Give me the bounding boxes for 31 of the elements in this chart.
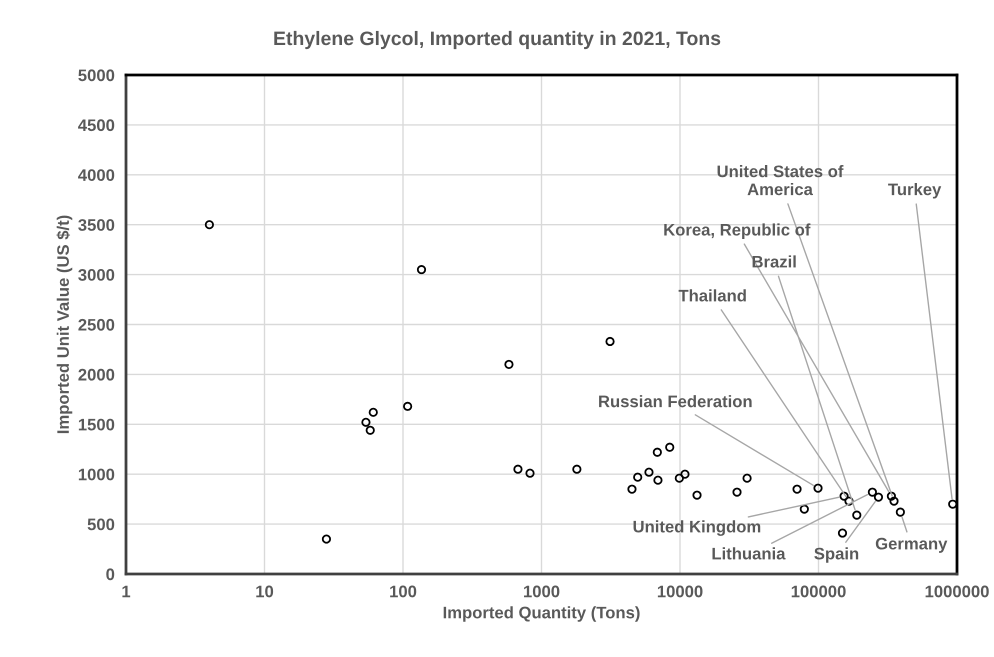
x-tick-label: 10: [256, 586, 274, 598]
y-tick-label: 3000: [78, 269, 114, 281]
y-tick-label: 2500: [78, 318, 114, 331]
y-tick-label: 2000: [78, 368, 114, 381]
y-tick-label: 4500: [78, 119, 114, 132]
annotation: Germany: [876, 538, 948, 553]
x-tick-label: 10000: [658, 586, 702, 598]
y-tick-label: 4000: [78, 169, 114, 182]
x-tick-label: 100000: [792, 586, 846, 598]
annotation: Lithuania: [712, 547, 786, 560]
annotation: Spain: [814, 547, 858, 563]
y-tick-label: 1500: [78, 418, 114, 431]
y-axis-title: Imported Unit Value (US $/t): [56, 216, 72, 434]
y-tick-label: 1000: [78, 468, 114, 480]
chart-title: Ethylene Glycol, Imported quantity in 2021, Tons: [274, 30, 720, 50]
annotation: Thailand: [678, 289, 746, 302]
annotation: Korea, Republic of: [664, 223, 810, 239]
x-axis-title: Imported Quantity (Tons): [444, 606, 640, 622]
y-tick-label: 5000: [78, 69, 114, 82]
x-tick-label: 1000: [524, 586, 560, 598]
annotation: Brazil: [752, 255, 796, 268]
x-tick-label: 1: [122, 586, 130, 598]
x-tick-label: 1000000: [926, 586, 989, 598]
annotation: Turkey: [888, 183, 942, 199]
y-tick-label: 0: [106, 568, 114, 580]
y-tick-label: 3500: [78, 219, 114, 231]
y-tick-label: 500: [88, 518, 114, 530]
annotation: United States of America: [718, 165, 844, 196]
annotation: Russian Federation: [599, 395, 752, 408]
x-tick-label: 100: [390, 586, 416, 598]
annotation: United Kingdom: [634, 520, 760, 536]
